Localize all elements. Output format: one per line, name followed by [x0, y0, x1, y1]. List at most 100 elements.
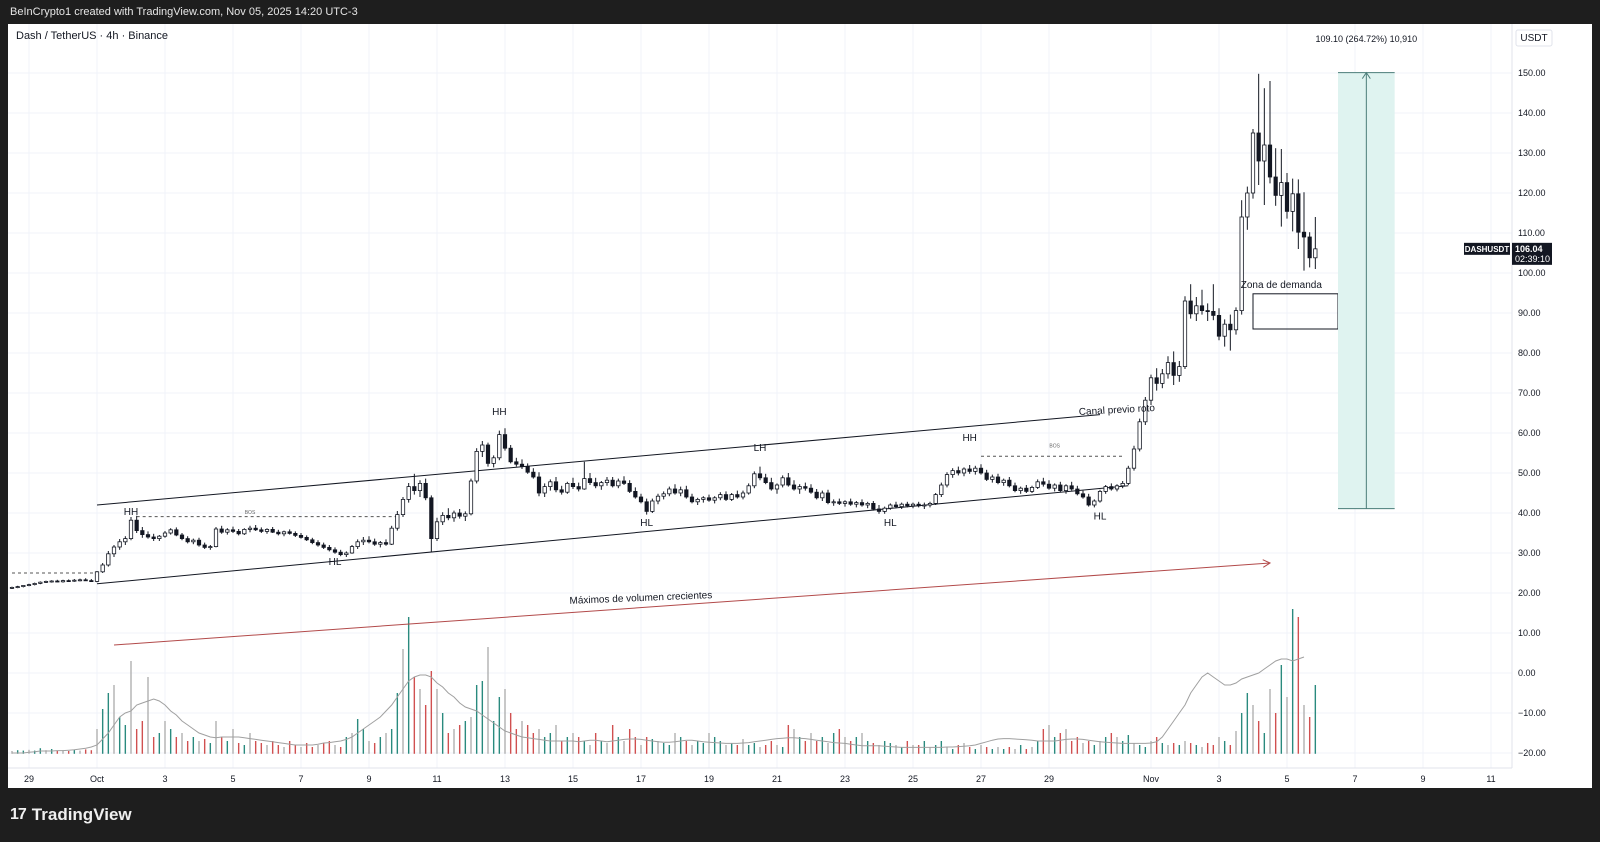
- last-price-tag: DASHUSDT 106.04 02:39:10: [1464, 242, 1552, 265]
- annotation-label: HL: [1094, 511, 1107, 522]
- candle-down: [423, 482, 428, 499]
- candle-down: [1273, 176, 1278, 196]
- candle-up: [548, 481, 553, 487]
- time-axis[interactable]: 29 Oct 3 5 7 9 11 13 15 17 19 21 23 25 27 29 Nov 3 5 7 9 11: [24, 774, 1496, 784]
- candle-up: [213, 528, 219, 548]
- candle-up: [468, 480, 474, 515]
- volume-maxima-trend-line[interactable]: [113, 562, 1271, 646]
- candle-up: [378, 542, 383, 545]
- currency-button-label: USDT: [1520, 33, 1547, 44]
- candle-down: [978, 467, 984, 474]
- chart-frame[interactable]: HH BOS HL HH LH HL HL HH BOS HL Canal previo roto Z…: [8, 24, 1592, 788]
- candle-up: [1120, 482, 1125, 487]
- candle-up: [451, 512, 457, 519]
- candle-down: [287, 531, 292, 534]
- tradingview-logo-icon: 17: [10, 806, 27, 823]
- candle-down: [230, 529, 236, 532]
- candle-up: [1160, 373, 1165, 384]
- candle-up: [225, 529, 230, 533]
- candle-up: [582, 478, 587, 490]
- candle-up: [1222, 323, 1227, 337]
- top-bar: BeInCrypto1 created with TradingView.com…: [0, 0, 1600, 24]
- candle-down: [185, 538, 190, 543]
- candle-up: [434, 521, 440, 539]
- candle-up: [933, 494, 938, 504]
- candle-up: [395, 514, 400, 529]
- candle-up: [661, 493, 666, 497]
- candle-up: [72, 579, 77, 582]
- candle-up: [599, 482, 604, 487]
- annotation-label: HH: [962, 433, 976, 444]
- measure-arrow-head: [1361, 71, 1371, 79]
- candle-up: [1194, 305, 1199, 315]
- candle-down: [412, 486, 417, 492]
- candle-up: [746, 485, 751, 494]
- candle-down: [735, 494, 740, 498]
- candle-up: [100, 564, 105, 573]
- candle-up: [1052, 484, 1057, 489]
- candle-down: [315, 542, 321, 546]
- demand-zone-box[interactable]: [1252, 293, 1339, 330]
- candle-down: [310, 539, 315, 543]
- candle-up: [973, 467, 978, 472]
- candle-down: [1301, 231, 1307, 238]
- candle-up: [774, 484, 780, 490]
- candle-down: [808, 487, 814, 493]
- price-axis[interactable]: 150.00 140.00 130.00 120.00 110.00 100.00 90.0…: [1518, 68, 1546, 758]
- candle-up: [497, 434, 502, 459]
- candle-up: [780, 477, 785, 486]
- candle-down: [627, 482, 632, 492]
- candle-up: [168, 529, 173, 534]
- price-tick-label: 130.00: [1518, 148, 1546, 158]
- candle-up: [990, 476, 995, 480]
- candle-down: [145, 534, 151, 538]
- candle-down: [1284, 182, 1290, 212]
- price-tick-label: 120.00: [1518, 188, 1546, 198]
- candle-up: [888, 504, 893, 509]
- candle-up: [480, 444, 485, 452]
- candle-down: [610, 479, 615, 487]
- candle-up: [944, 474, 950, 486]
- candle-up: [106, 553, 111, 566]
- candle-down: [89, 580, 94, 582]
- candle-up: [1018, 487, 1023, 492]
- time-tick-label: 19: [704, 774, 714, 784]
- candle-down: [814, 491, 819, 499]
- candle-down: [638, 496, 644, 503]
- candle-up: [1063, 485, 1069, 491]
- candle-up: [1097, 490, 1103, 502]
- candle-up: [910, 503, 916, 507]
- price-chart[interactable]: HH BOS HL HH LH HL HL HH BOS HL Canal previo roto Z…: [8, 24, 1592, 788]
- candle-down: [253, 527, 258, 531]
- candle-down: [803, 486, 808, 489]
- candle-down: [1075, 488, 1080, 495]
- candle-down: [174, 529, 179, 536]
- candle-up: [281, 531, 287, 535]
- candle-down: [905, 503, 910, 507]
- annotation-label: HL: [329, 557, 342, 568]
- candle-up: [123, 538, 128, 543]
- candle-up: [961, 468, 967, 474]
- candle-down: [270, 528, 275, 533]
- candle-up: [417, 482, 423, 491]
- candle-up: [718, 494, 723, 499]
- channel-lower-line[interactable]: [96, 485, 1129, 585]
- price-tick-label: 140.00: [1518, 108, 1546, 118]
- candle-up: [1182, 300, 1188, 367]
- candle-down: [514, 461, 519, 465]
- volume-layer: [11, 609, 1317, 754]
- candle-up: [740, 492, 746, 498]
- time-tick-label: 11: [432, 774, 441, 784]
- candle-up: [43, 581, 49, 583]
- candle-down: [956, 470, 961, 474]
- time-tick-label: 17: [636, 774, 646, 784]
- candle-up: [1029, 486, 1035, 492]
- candle-down: [1307, 236, 1312, 259]
- currency-button[interactable]: [1515, 29, 1553, 47]
- symbol-title: Dash / TetherUS · 4h · Binance: [16, 30, 168, 42]
- candle-up: [60, 580, 66, 583]
- brand[interactable]: 17 TradingView: [10, 804, 132, 826]
- channel-upper-line[interactable]: [96, 414, 1101, 506]
- candle-down: [1109, 486, 1114, 490]
- time-tick-label: Oct: [90, 774, 105, 784]
